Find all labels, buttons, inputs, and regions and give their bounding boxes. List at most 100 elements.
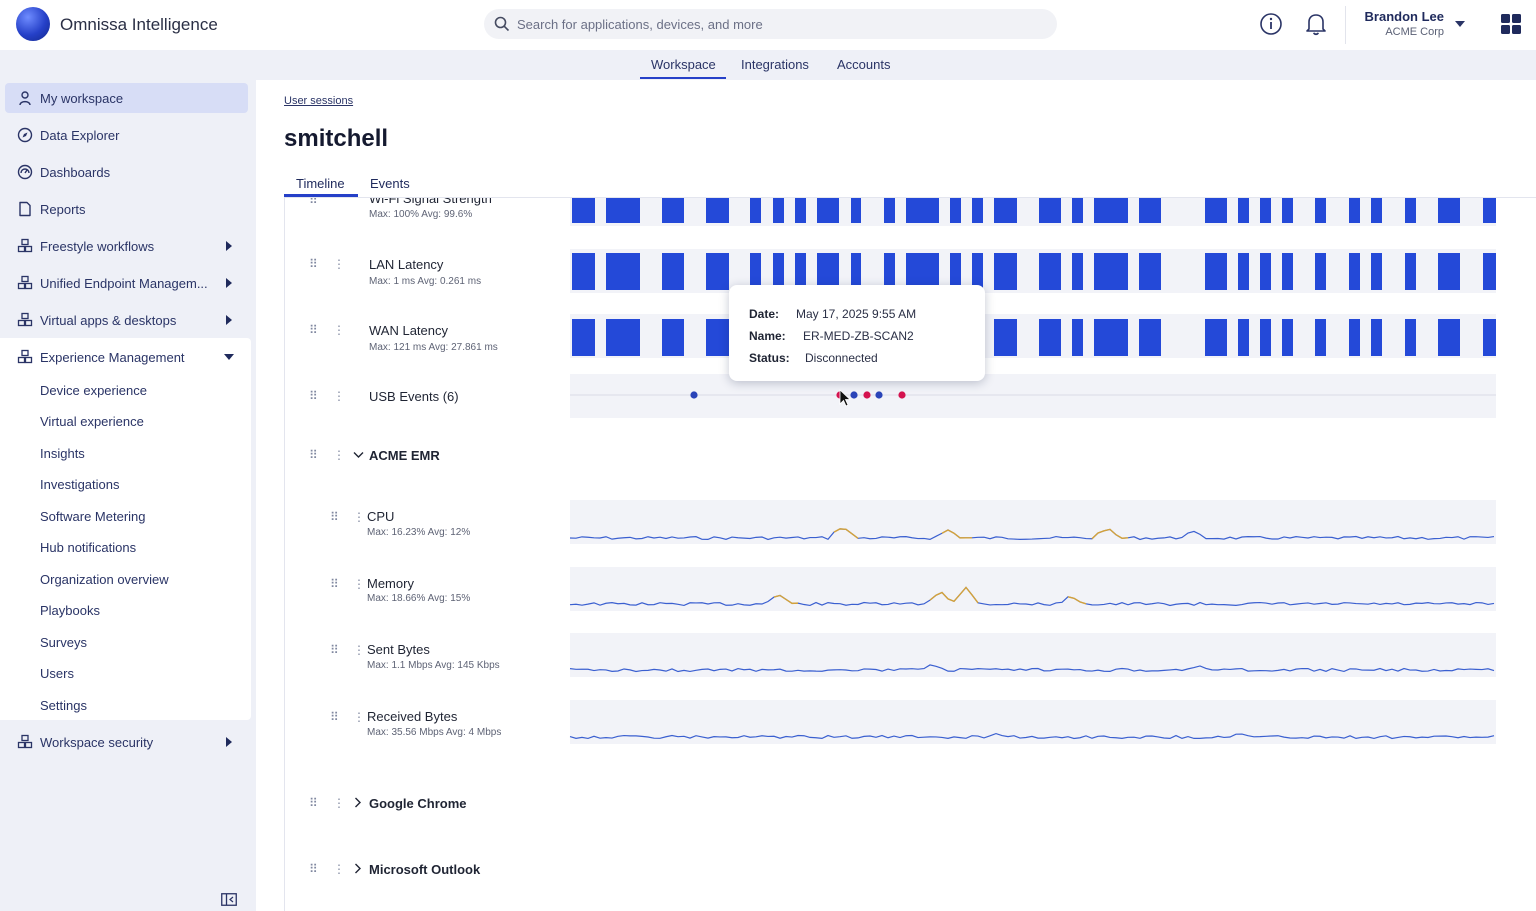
caret-right-icon <box>226 737 232 747</box>
sidebar-sub-settings[interactable]: Settings <box>40 698 87 713</box>
tab-events[interactable]: Events <box>370 176 410 191</box>
timeline-track <box>570 633 1496 677</box>
info-icon[interactable] <box>1259 12 1283 36</box>
sidebar-item-experience-management[interactable]: Experience Management <box>5 342 248 372</box>
sidebar-item-dashboards[interactable]: Dashboards <box>5 157 248 187</box>
kebab-menu-icon[interactable]: ⋮ <box>333 862 345 876</box>
session-bar <box>1371 319 1382 356</box>
app-switcher-icon[interactable] <box>1500 13 1522 35</box>
session-bar <box>795 253 806 290</box>
metric-spike <box>773 594 799 605</box>
nav-tab-integrations[interactable]: Integrations <box>741 57 809 72</box>
nav-tab-workspace[interactable]: Workspace <box>651 57 716 72</box>
document-icon <box>19 201 31 217</box>
user-name[interactable]: Brandon Lee <box>1364 9 1444 24</box>
sidebar-item-virtual-apps[interactable]: Virtual apps & desktops <box>5 305 248 335</box>
group-microsoft-outlook[interactable]: Microsoft Outlook <box>369 862 481 877</box>
drag-handle-icon[interactable]: ⠿ <box>309 323 318 337</box>
sidebar-sub-insights[interactable]: Insights <box>40 446 85 461</box>
nav-tab-accounts[interactable]: Accounts <box>837 57 891 72</box>
sidebar-item-label: My workspace <box>40 91 124 106</box>
session-bar <box>1238 319 1249 356</box>
group-google-chrome[interactable]: Google Chrome <box>369 796 467 811</box>
session-bar <box>1438 253 1460 290</box>
chevron-down-icon[interactable] <box>353 451 364 459</box>
group-acme-emr[interactable]: ACME EMR <box>369 448 440 463</box>
drag-handle-icon[interactable]: ⠿ <box>309 257 318 271</box>
global-search[interactable]: Search for applications, devices, and mo… <box>484 9 1057 39</box>
user-org: ACME Corp <box>1385 26 1444 38</box>
person-icon <box>19 91 31 106</box>
caret-down-icon[interactable] <box>1454 20 1466 28</box>
collapse-sidebar-icon[interactable] <box>221 893 237 906</box>
bell-icon[interactable] <box>1304 11 1328 37</box>
kebab-menu-icon[interactable]: ⋮ <box>353 577 365 591</box>
breadcrumb-user-sessions[interactable]: User sessions <box>284 95 354 107</box>
drag-handle-icon[interactable]: ⠿ <box>330 577 339 591</box>
drag-handle-icon[interactable]: ⠿ <box>309 796 318 810</box>
session-bar <box>972 198 983 223</box>
drag-handle-icon[interactable]: ⠿ <box>330 643 339 657</box>
drag-handle-icon[interactable]: ⠿ <box>309 389 318 403</box>
session-bar <box>795 198 806 223</box>
header-divider <box>1345 6 1346 44</box>
sidebar-sub-hub-notifications[interactable]: Hub notifications <box>40 540 137 555</box>
session-bar <box>706 319 729 356</box>
drag-handle-icon[interactable]: ⠿ <box>330 510 339 524</box>
sidebar-sub-playbooks[interactable]: Playbooks <box>40 603 100 618</box>
kebab-menu-icon[interactable]: ⋮ <box>353 710 365 724</box>
sidebar-item-workspace-security[interactable]: Workspace security <box>5 727 248 757</box>
metric-spike <box>929 586 979 604</box>
sidebar-item-my-workspace[interactable]: My workspace <box>5 83 248 113</box>
kebab-menu-icon[interactable]: ⋮ <box>333 389 345 403</box>
session-bar <box>1205 253 1227 290</box>
tooltip-status-label: Status: <box>749 351 790 365</box>
caret-right-icon <box>226 278 232 288</box>
drag-handle-icon[interactable]: ⠿ <box>309 198 318 207</box>
kebab-menu-icon[interactable]: ⋮ <box>353 643 365 657</box>
sidebar-item-data-explorer[interactable]: Data Explorer <box>5 120 248 150</box>
session-bar <box>1282 253 1293 290</box>
kebab-menu-icon[interactable]: ⋮ <box>333 796 345 810</box>
sidebar-sub-investigations[interactable]: Investigations <box>40 477 120 492</box>
sidebar-sub-device-experience[interactable]: Device experience <box>40 383 147 398</box>
session-bar <box>1260 253 1271 290</box>
session-bar <box>1072 319 1083 356</box>
kebab-menu-icon[interactable]: ⋮ <box>353 510 365 524</box>
sidebar-sub-users[interactable]: Users <box>40 666 74 681</box>
compass-icon <box>17 127 33 143</box>
sidebar-sub-surveys[interactable]: Surveys <box>40 635 87 650</box>
chevron-right-icon[interactable] <box>354 863 362 874</box>
session-bar <box>1349 198 1360 223</box>
wan-row-stats: Max: 121 ms Avg: 27.861 ms <box>369 342 498 353</box>
experience-submenu <box>0 338 251 720</box>
usb-row-label: USB Events (6) <box>369 389 459 404</box>
tab-divider <box>284 197 1536 198</box>
session-bar <box>994 319 1017 356</box>
session-bar <box>572 198 595 223</box>
search-input[interactable]: Search for applications, devices, and mo… <box>517 17 763 32</box>
caret-down-icon <box>224 354 234 360</box>
page-title: smitchell <box>284 125 389 152</box>
drag-handle-icon[interactable]: ⠿ <box>309 448 318 462</box>
kebab-menu-icon[interactable]: ⋮ <box>333 257 345 271</box>
mouse-cursor-icon <box>839 389 852 407</box>
chevron-right-icon[interactable] <box>354 797 362 808</box>
session-bar <box>706 198 729 223</box>
sidebar-sub-software-metering[interactable]: Software Metering <box>40 509 146 524</box>
tab-timeline[interactable]: Timeline <box>296 176 345 191</box>
kebab-menu-icon[interactable]: ⋮ <box>333 448 345 462</box>
usb-event-dot <box>898 391 906 399</box>
sidebar-sub-virtual-experience[interactable]: Virtual experience <box>40 414 144 429</box>
sidebar-item-label: Workspace security <box>40 735 154 750</box>
sidebar-item-reports[interactable]: Reports <box>5 194 248 224</box>
drag-handle-icon[interactable]: ⠿ <box>309 862 318 876</box>
sidebar-item-freestyle-workflows[interactable]: Freestyle workflows <box>5 231 248 261</box>
sidebar-item-uem[interactable]: Unified Endpoint Managem... <box>5 268 248 298</box>
sidebar-sub-organization-overview[interactable]: Organization overview <box>40 572 169 587</box>
drag-handle-icon[interactable]: ⠿ <box>330 710 339 724</box>
kebab-menu-icon[interactable]: ⋮ <box>333 323 345 337</box>
usb-event-tooltip: Date: May 17, 2025 9:55 AM Name: ER-MED-… <box>729 285 985 381</box>
omnissa-logo[interactable] <box>16 7 50 41</box>
